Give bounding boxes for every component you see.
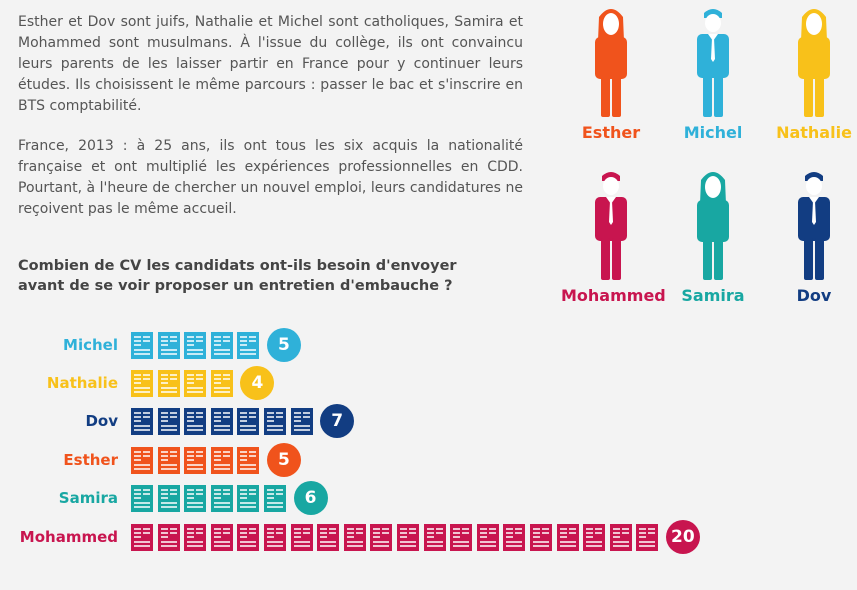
cv-document-icon (237, 407, 260, 435)
category-label: Esther (63, 451, 118, 469)
cv-document-icon (131, 523, 153, 551)
cv-document-icon (184, 446, 207, 474)
cv-document-icon (184, 484, 207, 512)
cv-document-icon (210, 407, 233, 435)
cv-document-icon (131, 369, 153, 397)
count-badge: 5 (266, 328, 301, 362)
cv-document-icon (263, 407, 286, 435)
count-badge: 4 (240, 366, 275, 400)
cv-document-icon (583, 523, 606, 551)
cv-document-icon (157, 446, 180, 474)
cv-document-icon (396, 523, 419, 551)
figure-mohammed: Mohammed (561, 168, 666, 305)
cv-document-icon (157, 523, 180, 551)
cv-document-icon (237, 446, 260, 474)
figure-dov: Dov (764, 168, 857, 305)
cv-document-icon (290, 523, 313, 551)
count-badge: 6 (293, 481, 328, 515)
person-female-icon (764, 5, 857, 117)
cv-document-icon (556, 523, 579, 551)
cv-document-icon (237, 523, 260, 551)
chart-row-esther: Esther 5 (0, 443, 301, 477)
cv-document-icon (263, 484, 286, 512)
category-label: Samira (58, 489, 118, 507)
cv-document-icon (476, 523, 499, 551)
count-badge: 20 (665, 520, 700, 554)
cv-document-icon (184, 369, 207, 397)
cv-document-icon (184, 523, 207, 551)
figure-name: Michel (683, 123, 743, 142)
cv-document-icon (157, 484, 180, 512)
intro-paragraph-2: France, 2013 : à 25 ans, ils ont tous le… (18, 138, 523, 217)
cv-document-icon (131, 407, 153, 435)
cv-document-icon (317, 523, 340, 551)
person-female-icon (663, 168, 763, 280)
figure-name: Nathalie (776, 123, 852, 142)
cv-document-icon (423, 523, 446, 551)
chart-row-michel: Michel 5 (0, 328, 301, 362)
figure-name: Dov (796, 286, 832, 305)
figure-name: Esther (581, 123, 641, 142)
figure-name: Mohammed (561, 286, 666, 305)
figure-name: Samira (681, 286, 745, 305)
category-label: Mohammed (19, 528, 118, 546)
intro-paragraph-1: Esther et Dov sont juifs, Nathalie et Mi… (18, 14, 523, 114)
count-badge: 5 (266, 443, 301, 477)
chart-row-samira: Samira 6 (0, 481, 328, 515)
cv-document-icon (184, 331, 207, 359)
cv-document-icon (370, 523, 393, 551)
cv-document-icon (343, 523, 366, 551)
cv-document-icon (210, 523, 233, 551)
cv-document-icon (210, 484, 233, 512)
cv-document-icon (210, 331, 233, 359)
person-male-icon (561, 168, 661, 280)
cv-document-icon (157, 407, 180, 435)
cv-document-icon (529, 523, 552, 551)
cv-document-icon (263, 523, 286, 551)
chart-row-mohammed: Mohammed 20 (0, 520, 700, 554)
cv-document-icon (157, 369, 180, 397)
cv-document-icon (131, 484, 153, 512)
cv-document-icon (210, 446, 233, 474)
chart-row-dov: Dov 7 (0, 404, 355, 438)
chart-row-nathalie: Nathalie 4 (0, 366, 275, 400)
cv-document-icon (210, 369, 233, 397)
figure-michel: Michel (663, 5, 763, 142)
cv-document-icon (237, 484, 260, 512)
cv-document-icon (636, 523, 659, 551)
person-female-icon (561, 5, 661, 117)
category-label: Michel (63, 336, 118, 354)
cv-document-icon (503, 523, 526, 551)
cv-document-icon (131, 331, 153, 359)
chart-title: Combien de CV les candidats ont-ils beso… (18, 258, 457, 294)
category-label: Nathalie (46, 374, 118, 392)
category-label: Dov (85, 412, 118, 430)
figure-nathalie: Nathalie (764, 5, 857, 142)
cv-document-icon (184, 407, 207, 435)
cv-document-icon (157, 331, 180, 359)
cv-document-icon (237, 331, 260, 359)
cv-document-icon (609, 523, 632, 551)
person-male-icon (764, 168, 857, 280)
person-male-icon (663, 5, 763, 117)
cv-document-icon (131, 446, 153, 474)
count-badge: 7 (320, 404, 355, 438)
figure-esther: Esther (561, 5, 661, 142)
cv-document-icon (290, 407, 313, 435)
cv-document-icon (450, 523, 473, 551)
figure-samira: Samira (663, 168, 763, 305)
